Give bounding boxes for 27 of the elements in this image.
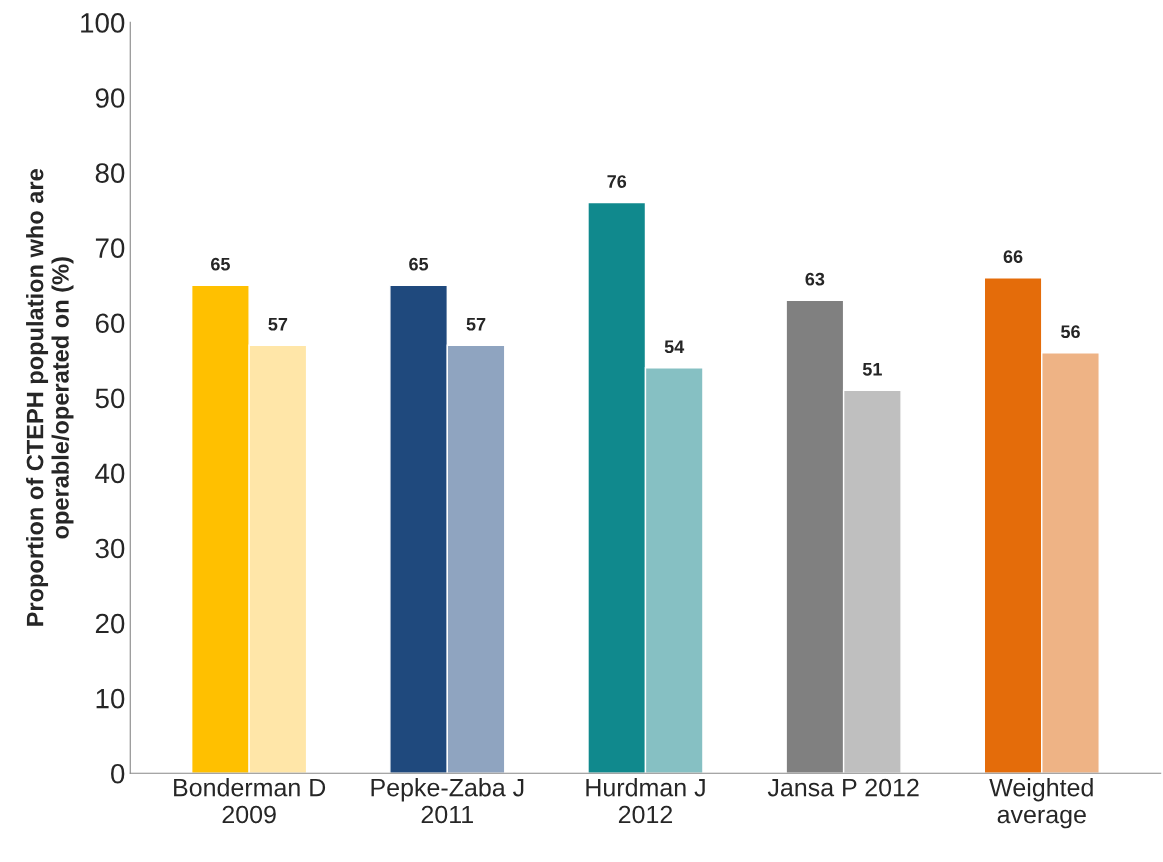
data-label: 65 [211, 257, 230, 271]
x-tick-label: Pepke-Zaba J 2011 [371, 778, 524, 824]
y-tick-label: 90 [95, 88, 125, 108]
data-label: 56 [1061, 325, 1080, 339]
y-axis-title: Proportion of CTEPH population who are operable/operated on (%) [26, 169, 74, 626]
data-label: 65 [409, 257, 429, 271]
x-tick-label: Bonderman D 2009 [174, 778, 326, 824]
y-tick-label: 100 [81, 13, 125, 33]
data-label: 57 [268, 317, 288, 331]
y-tick-label: 0 [111, 763, 125, 784]
y-tick-label: 80 [95, 163, 125, 183]
y-tick-label: 60 [95, 313, 125, 334]
y-tick-label: 40 [95, 463, 125, 484]
data-label: 76 [607, 175, 627, 188]
y-tick-label: 70 [95, 238, 125, 258]
data-label: 57 [466, 317, 486, 331]
x-tick-label: Hurdman J 2012 [586, 778, 705, 824]
x-tick-label: Weighted average [989, 778, 1093, 829]
y-tick-label: 30 [95, 538, 125, 559]
data-label: 63 [805, 272, 825, 286]
x-tick-label: Jansa P 2012 [767, 778, 919, 797]
data-label: 51 [862, 363, 882, 376]
y-tick-label: 50 [95, 388, 125, 409]
y-tick-label: 10 [96, 688, 125, 709]
y-tick-label: 20 [95, 613, 125, 634]
data-label: 66 [1003, 250, 1023, 263]
data-label: 54 [664, 340, 685, 354]
